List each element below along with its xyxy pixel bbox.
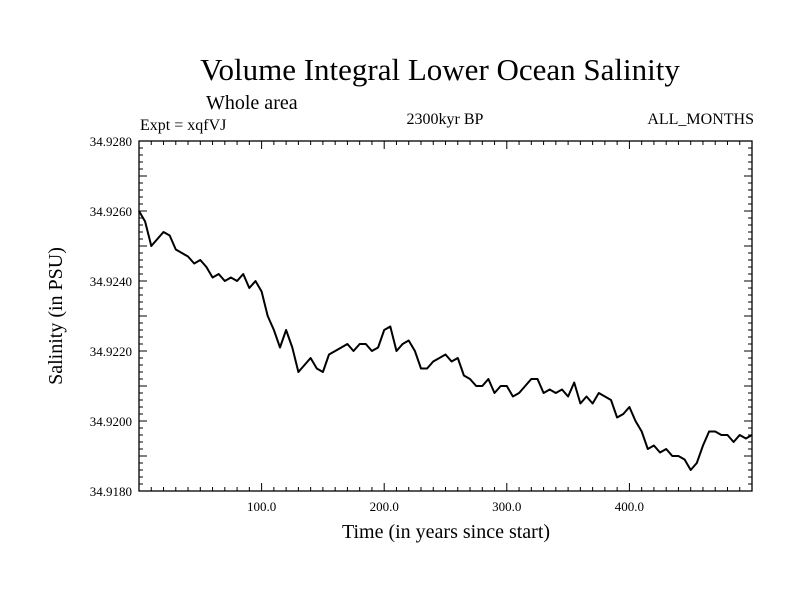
months-label: ALL_MONTHS — [647, 111, 754, 128]
y-tick-label: 34.9200 — [90, 414, 132, 429]
y-axis-label: Salinity (in PSU) — [45, 247, 67, 385]
x-tick-label: 400.0 — [615, 499, 644, 514]
tick-labels: 100.0 200.0 300.0 400.0 34.9180 34.9200 34.922… — [90, 134, 644, 514]
ticks — [139, 141, 752, 491]
y-tick-label: 34.9180 — [90, 484, 132, 499]
y-tick-label: 34.9280 — [90, 134, 132, 149]
experiment-label: Expt = xqfVJ — [140, 117, 226, 134]
plot-frame — [138, 140, 753, 492]
x-tick-label: 200.0 — [370, 499, 399, 514]
x-tick-label: 100.0 — [247, 499, 276, 514]
axes — [138, 140, 753, 492]
x-tick-label: 300.0 — [492, 499, 521, 514]
period-label: 2300kyr BP — [407, 111, 484, 128]
x-axis-label: Time (in years since start) — [342, 521, 550, 543]
y-tick-label: 34.9240 — [90, 274, 132, 289]
y-tick-label: 34.9260 — [90, 204, 132, 219]
y-tick-label: 34.9220 — [90, 344, 132, 359]
area-subtitle: Whole area — [206, 92, 298, 114]
salinity-series-line — [138, 210, 753, 471]
chart-title: Volume Integral Lower Ocean Salinity — [200, 52, 680, 87]
